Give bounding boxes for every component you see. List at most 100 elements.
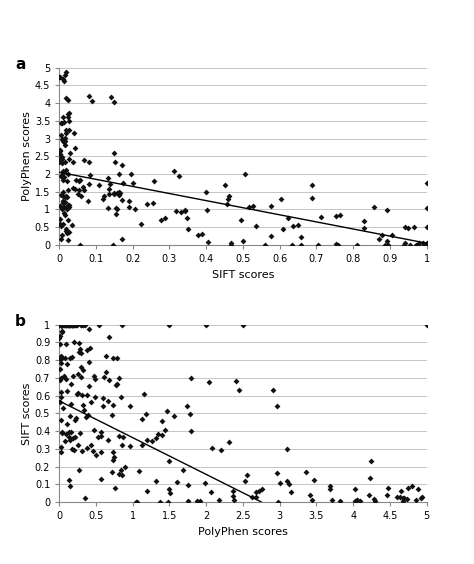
- Point: [72, 176, 80, 185]
- Point: [224, 195, 232, 204]
- Point: [74, 440, 82, 450]
- Point: [194, 231, 201, 240]
- Point: [95, 180, 102, 190]
- Point: [109, 456, 117, 465]
- Point: [165, 484, 173, 494]
- Point: [283, 477, 291, 486]
- Point: [360, 216, 368, 225]
- Point: [383, 236, 391, 245]
- Point: [255, 486, 263, 495]
- Point: [83, 390, 91, 399]
- Point: [138, 414, 146, 423]
- Point: [79, 320, 87, 329]
- Point: [85, 382, 93, 391]
- Point: [118, 441, 126, 450]
- Point: [65, 227, 73, 236]
- Point: [70, 338, 78, 347]
- Point: [375, 235, 383, 244]
- Point: [289, 221, 297, 230]
- Point: [183, 213, 191, 222]
- Point: [56, 331, 64, 340]
- Point: [66, 109, 73, 118]
- Point: [258, 484, 265, 493]
- Point: [59, 404, 67, 413]
- Point: [63, 340, 70, 349]
- Point: [58, 359, 65, 368]
- Point: [57, 118, 65, 127]
- Point: [105, 190, 113, 199]
- Point: [57, 351, 65, 360]
- X-axis label: PolyPhen scores: PolyPhen scores: [198, 527, 288, 536]
- Point: [62, 94, 69, 103]
- X-axis label: SIFT scores: SIFT scores: [212, 270, 274, 280]
- Point: [237, 216, 245, 225]
- Point: [184, 224, 192, 233]
- Point: [97, 448, 105, 457]
- Point: [317, 213, 325, 222]
- Point: [91, 426, 98, 435]
- Point: [60, 199, 67, 208]
- Point: [84, 196, 92, 205]
- Point: [252, 492, 260, 501]
- Point: [326, 484, 333, 494]
- Point: [97, 431, 104, 440]
- Point: [65, 202, 73, 212]
- Point: [288, 487, 295, 496]
- Point: [60, 209, 68, 218]
- Point: [144, 435, 151, 444]
- Point: [118, 470, 126, 479]
- Point: [65, 476, 73, 485]
- Point: [384, 240, 392, 249]
- Point: [64, 229, 71, 238]
- Point: [112, 209, 120, 218]
- Point: [67, 400, 75, 409]
- Point: [60, 76, 68, 85]
- Point: [61, 138, 68, 147]
- Point: [61, 173, 68, 182]
- Point: [209, 444, 216, 453]
- Point: [126, 402, 134, 411]
- Point: [113, 188, 121, 197]
- Point: [127, 169, 135, 178]
- Point: [81, 156, 88, 165]
- Point: [75, 177, 83, 186]
- Point: [283, 445, 291, 454]
- Point: [118, 393, 125, 402]
- Point: [58, 320, 66, 329]
- Point: [279, 224, 287, 233]
- Point: [119, 433, 127, 442]
- Point: [70, 446, 78, 455]
- Point: [71, 416, 79, 425]
- Text: a: a: [15, 57, 26, 72]
- Point: [64, 95, 71, 104]
- Point: [58, 320, 65, 329]
- Point: [116, 170, 123, 179]
- Point: [75, 465, 83, 474]
- Point: [85, 157, 92, 166]
- Point: [66, 320, 74, 329]
- Point: [403, 495, 411, 504]
- Point: [187, 426, 195, 435]
- Point: [59, 153, 66, 162]
- Point: [70, 320, 77, 329]
- Point: [336, 211, 343, 220]
- Point: [59, 176, 67, 185]
- Point: [60, 136, 67, 145]
- Point: [62, 68, 70, 77]
- Point: [188, 374, 195, 383]
- Point: [68, 444, 76, 453]
- Point: [90, 372, 98, 381]
- Point: [62, 158, 69, 167]
- Point: [64, 215, 72, 224]
- Point: [356, 497, 364, 506]
- Point: [109, 448, 117, 457]
- Point: [62, 320, 69, 329]
- Point: [69, 320, 77, 329]
- Point: [132, 204, 139, 213]
- Point: [125, 196, 133, 205]
- Point: [77, 373, 85, 382]
- Point: [57, 320, 64, 329]
- Point: [77, 320, 84, 329]
- Point: [241, 476, 248, 485]
- Point: [55, 72, 63, 81]
